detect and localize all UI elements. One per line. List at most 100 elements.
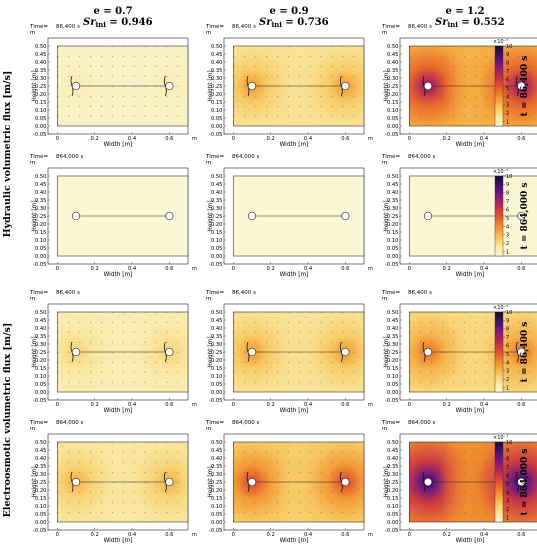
flux-arrow	[507, 105, 509, 107]
flux-arrow	[244, 511, 246, 513]
flux-arrow	[68, 331, 70, 333]
flux-arrow	[144, 115, 146, 117]
flux-arrow	[320, 491, 322, 493]
x-tick-label: 0.6	[165, 402, 173, 408]
flux-arrow	[430, 361, 433, 363]
flux-arrow	[133, 471, 135, 473]
flux-arrow	[176, 341, 179, 343]
flux-arrow	[485, 371, 487, 373]
x-tick-label: 0.4	[480, 136, 489, 142]
colorbar-tick-label: 1	[506, 386, 509, 392]
flux-arrow	[244, 105, 246, 107]
flux-arrow	[68, 451, 70, 453]
flux-arrow	[244, 115, 246, 117]
flux-arrow	[144, 331, 146, 333]
flux-arrow	[133, 461, 135, 463]
x-axis-label: Width [m]	[280, 142, 309, 148]
flux-arrow	[452, 361, 455, 363]
flux-arrow	[144, 65, 146, 67]
flux-arrow	[430, 341, 433, 343]
electrode-marker	[247, 347, 257, 357]
y-tick-label: 0.15	[211, 496, 223, 502]
flux-arrow	[485, 341, 487, 343]
y-tick-label: 0.40	[211, 326, 223, 332]
flux-arrow	[342, 361, 344, 363]
flux-arrow	[89, 75, 92, 77]
y-tick-label: 0.25	[35, 480, 47, 486]
y-tick-label: 0.05	[211, 246, 223, 252]
x-tick-label: 0.2	[91, 532, 99, 538]
flux-arrow	[331, 371, 333, 373]
colorbar-gradient	[494, 311, 504, 393]
flux-arrow	[68, 501, 70, 503]
x-tick-label: 0.4	[480, 402, 489, 408]
flux-arrow	[507, 341, 509, 343]
flux-arrow	[122, 461, 124, 463]
colorbar-tick-label: 3	[506, 103, 509, 109]
flux-arrow	[518, 331, 520, 333]
x-axis-label: Width [m]	[456, 408, 485, 414]
colorbar: ×10⁻⁷10 9 8 7 6 5 4 3 2 1 t = 86,400 s	[493, 305, 530, 393]
flux-arrow	[463, 511, 466, 513]
flux-arrow	[452, 501, 455, 503]
colorbar-tick-label: 8	[506, 327, 509, 333]
flux-arrow	[309, 321, 311, 323]
flux-arrow	[155, 115, 157, 117]
flux-arrow	[155, 321, 157, 323]
flux-arrow	[528, 381, 531, 383]
y-tick-label: 0.50	[387, 310, 399, 316]
electrode-marker	[517, 211, 526, 221]
time-prefix: Time=	[381, 154, 400, 160]
y-tick-label: 0.20	[35, 222, 47, 228]
flux-arrow	[68, 481, 70, 483]
flux-arrow	[100, 491, 103, 493]
flux-arrow	[133, 115, 135, 117]
flux-arrow	[331, 381, 333, 383]
flux-arrow	[133, 95, 135, 97]
flux-arrow	[320, 75, 322, 77]
column-header-sr: Srini = 0.946	[83, 17, 153, 29]
heatmap-panel: Time= 864,000 sm-0.050.000.050.100.150.20…	[205, 420, 373, 544]
x-axis-label: Width [m]	[280, 538, 309, 544]
flux-arrow	[309, 341, 311, 343]
flux-arrow	[485, 511, 487, 513]
flux-arrow	[176, 511, 179, 513]
flux-arrow	[111, 361, 114, 363]
flux-arrow	[122, 501, 124, 503]
electrode-marker	[247, 211, 257, 221]
flux-arrow	[342, 451, 344, 453]
flux-arrow	[485, 491, 487, 493]
y-tick-label: 0.35	[387, 68, 399, 74]
flux-arrow	[420, 65, 422, 67]
flux-arrow	[309, 381, 311, 383]
column-header-sr: Srini = 0.736	[259, 17, 329, 29]
flux-arrow	[452, 461, 455, 463]
x-unit: m	[368, 532, 373, 538]
flux-arrow	[320, 451, 322, 453]
flux-arrow	[441, 501, 444, 503]
x-tick-label: 0.6	[165, 136, 173, 142]
flux-arrow	[309, 451, 311, 453]
flux-arrow	[528, 65, 531, 67]
flux-arrow	[244, 381, 246, 383]
y-tick-label: 0.45	[211, 182, 223, 188]
sr-symbol: Sr	[83, 17, 96, 28]
flux-arrow	[320, 115, 322, 117]
x-tick-label: 0.4	[128, 402, 137, 408]
flux-arrow	[166, 105, 168, 107]
flux-arrow	[320, 321, 322, 323]
flux-arrow	[254, 55, 257, 57]
flux-arrow	[111, 471, 114, 473]
flux-arrow	[430, 331, 433, 333]
flux-arrow	[342, 471, 344, 473]
flux-arrow	[155, 361, 157, 363]
x-axis-label: Width [m]	[456, 272, 485, 278]
flux-arrow	[298, 341, 300, 343]
y-tick-label: 0.30	[35, 472, 47, 478]
y-tick-label: 0.50	[35, 310, 47, 316]
electrode-marker	[341, 347, 350, 357]
flux-arrow	[331, 55, 333, 57]
flux-arrow	[463, 491, 466, 493]
flux-arrow	[111, 115, 114, 117]
